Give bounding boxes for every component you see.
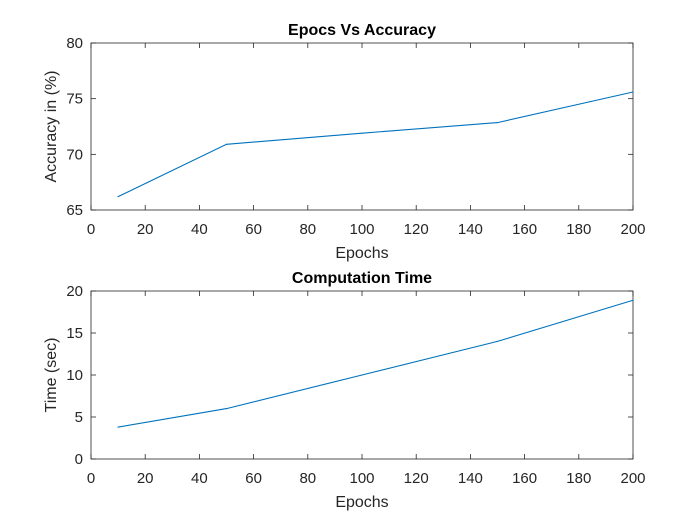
y-tick-label: 20 (66, 283, 83, 300)
y-tick-label: 70 (66, 146, 83, 163)
x-axis-label: Epochs (335, 494, 388, 511)
y-tick-label: 65 (66, 202, 83, 219)
y-tick-label: 80 (66, 35, 83, 52)
data-point (361, 132, 363, 134)
data-point (496, 122, 499, 124)
x-tick-label: 80 (299, 470, 316, 487)
chart-title: Epocs Vs Accuracy (288, 22, 436, 39)
x-tick-label: 160 (512, 221, 537, 238)
data-point (361, 374, 363, 376)
plot-area (90, 42, 634, 211)
data-point (496, 340, 499, 342)
data-point (225, 143, 228, 145)
x-tick-label: 120 (404, 470, 429, 487)
x-tick-label: 100 (349, 470, 374, 487)
x-tick-label: 60 (245, 470, 262, 487)
y-axis-label: Accuracy in (%) (43, 70, 60, 182)
x-tick-label: 200 (620, 221, 645, 238)
data-point (632, 91, 634, 93)
x-tick-label: 0 (87, 470, 95, 487)
y-tick-label: 10 (66, 367, 83, 384)
x-tick-label: 120 (404, 221, 429, 238)
y-tick-label: 75 (66, 91, 83, 108)
y-tick-label: 15 (66, 325, 83, 342)
x-tick-label: 0 (87, 221, 95, 238)
x-tick-label: 40 (191, 470, 208, 487)
x-tick-label: 20 (137, 221, 154, 238)
data-point (632, 299, 634, 301)
x-tick-label: 140 (458, 221, 483, 238)
subplot-computation-time: 0 20 40 60 80 100 120 140 160 180 200 0 5 10 15 20 Compu… (43, 270, 646, 511)
data-point (117, 426, 119, 428)
data-point (117, 196, 119, 198)
x-tick-label: 200 (620, 470, 645, 487)
x-tick-label: 180 (566, 221, 591, 238)
y-axis-label: Time (sec) (43, 338, 60, 413)
subplot-accuracy: 0 20 40 60 80 100 120 140 160 180 200 65 70 75 80 Epocs… (43, 22, 646, 262)
chart-title: Computation Time (292, 270, 432, 287)
data-point (225, 408, 228, 410)
x-tick-label: 160 (512, 470, 537, 487)
y-tick-label: 0 (75, 451, 83, 468)
x-tick-label: 100 (349, 221, 374, 238)
x-axis-label: Epochs (335, 245, 388, 262)
x-tick-label: 40 (191, 221, 208, 238)
x-tick-label: 60 (245, 221, 262, 238)
x-tick-label: 20 (137, 470, 154, 487)
x-tick-label: 180 (566, 470, 591, 487)
x-tick-label: 140 (458, 470, 483, 487)
y-tick-label: 5 (75, 409, 83, 426)
x-tick-label: 80 (299, 221, 316, 238)
